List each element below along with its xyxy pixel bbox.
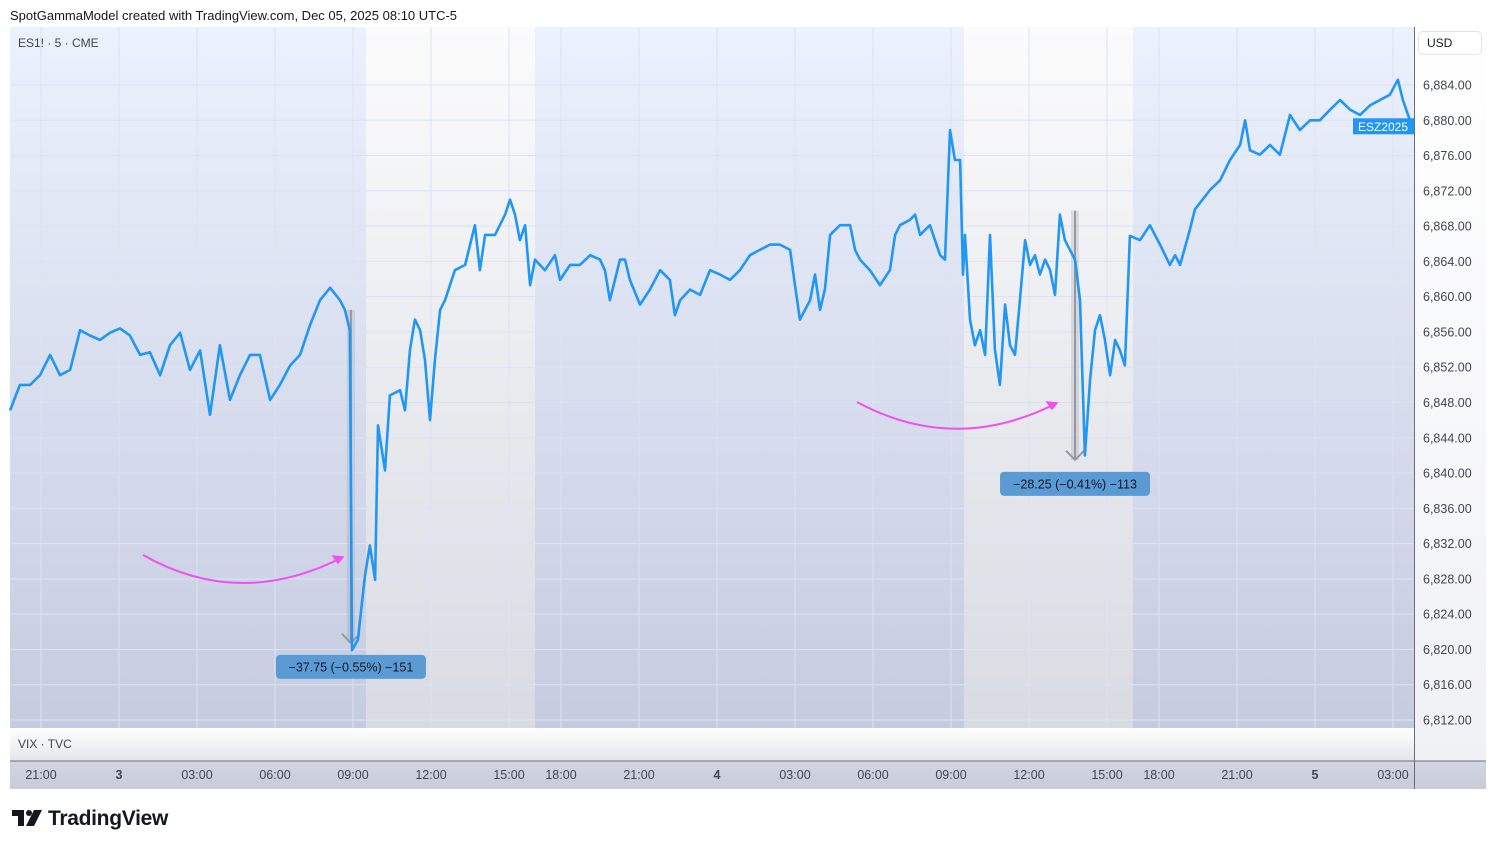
price-tick-label: 6,876.00 <box>1423 149 1472 163</box>
time-tick-label: 5 <box>1312 768 1319 782</box>
price-tick-label: 6,820.00 <box>1423 643 1472 657</box>
time-tick-label: 03:00 <box>1377 768 1408 782</box>
time-tick-label: 03:00 <box>181 768 212 782</box>
price-tick-label: 6,816.00 <box>1423 678 1472 692</box>
time-tick-label: 12:00 <box>1013 768 1044 782</box>
tradingview-brand: TradingView <box>48 807 169 830</box>
price-tick-label: 6,836.00 <box>1423 502 1472 516</box>
price-tick-label: 6,856.00 <box>1423 325 1472 339</box>
annotation-curve-arrow-2[interactable] <box>856 401 1058 430</box>
currency-button[interactable]: USD <box>1418 31 1482 55</box>
price-tick-label: 6,864.00 <box>1423 255 1472 269</box>
annotation-curve-arrowhead-2 <box>1045 401 1059 411</box>
time-tick-label: 15:00 <box>493 768 524 782</box>
price-tick-label: 6,860.00 <box>1423 290 1472 304</box>
vix-pane-legend[interactable]: VIX · TVC <box>18 737 72 751</box>
chart-caption: SpotGammaModel created with TradingView.… <box>10 8 458 23</box>
price-tick-label: 6,812.00 <box>1423 714 1472 728</box>
price-tick-label: 6,880.00 <box>1423 114 1472 128</box>
time-tick-label: 06:00 <box>259 768 290 782</box>
annotation-curve-arrow-1[interactable] <box>142 554 344 584</box>
time-tick-label: 21:00 <box>623 768 654 782</box>
measure-label: −28.25 (−0.41%) −113 <box>1013 477 1137 491</box>
price-tick-label: 6,852.00 <box>1423 361 1472 375</box>
time-tick-label: 21:00 <box>25 768 56 782</box>
time-tick-label: 18:00 <box>1143 768 1174 782</box>
last-price-tag <box>1353 118 1414 135</box>
plot-background <box>10 27 1414 728</box>
tradingview-logo[interactable]: TradingView <box>12 807 168 831</box>
time-tick-label: 12:00 <box>415 768 446 782</box>
rth-session-band <box>366 27 535 728</box>
measure-arrowhead-icon <box>1065 450 1085 462</box>
time-tick-label: 09:00 <box>337 768 368 782</box>
price-tick-label: 6,884.00 <box>1423 79 1472 93</box>
time-tick-label: 09:00 <box>935 768 966 782</box>
symbol-legend[interactable]: ES1! · 5 · CME <box>18 36 99 50</box>
annotation-curve-arrowhead-1 <box>331 555 345 565</box>
price-tick-label: 6,844.00 <box>1423 431 1472 445</box>
last-price-tag-label: ESZ2025 <box>1358 120 1408 134</box>
time-tick-label: 18:00 <box>545 768 576 782</box>
time-axis-background[interactable] <box>10 761 1486 789</box>
price-tick-label: 6,824.00 <box>1423 608 1472 622</box>
vix-pane[interactable] <box>10 728 1414 761</box>
time-tick-label: 15:00 <box>1091 768 1122 782</box>
measure-label: −37.75 (−0.55%) −151 <box>289 660 414 674</box>
price-tick-label: 6,828.00 <box>1423 572 1472 586</box>
time-tick-label: 21:00 <box>1221 768 1252 782</box>
time-tick-label: 03:00 <box>779 768 810 782</box>
measure-label-box <box>275 654 426 679</box>
price-tick-label: 6,872.00 <box>1423 184 1472 198</box>
time-tick-label: 4 <box>714 768 721 782</box>
tradingview-logo-icon <box>12 810 42 826</box>
time-tick-label: 3 <box>116 768 123 782</box>
measure-label-box <box>1000 471 1151 496</box>
price-axis-background <box>1414 27 1486 761</box>
time-tick-label: 06:00 <box>857 768 888 782</box>
price-tick-label: 6,848.00 <box>1423 396 1472 410</box>
price-series-line <box>8 78 1412 652</box>
price-tick-label: 6,832.00 <box>1423 537 1472 551</box>
rth-session-band <box>964 27 1133 728</box>
price-tick-label: 6,840.00 <box>1423 467 1472 481</box>
price-tick-label: 6,868.00 <box>1423 220 1472 234</box>
